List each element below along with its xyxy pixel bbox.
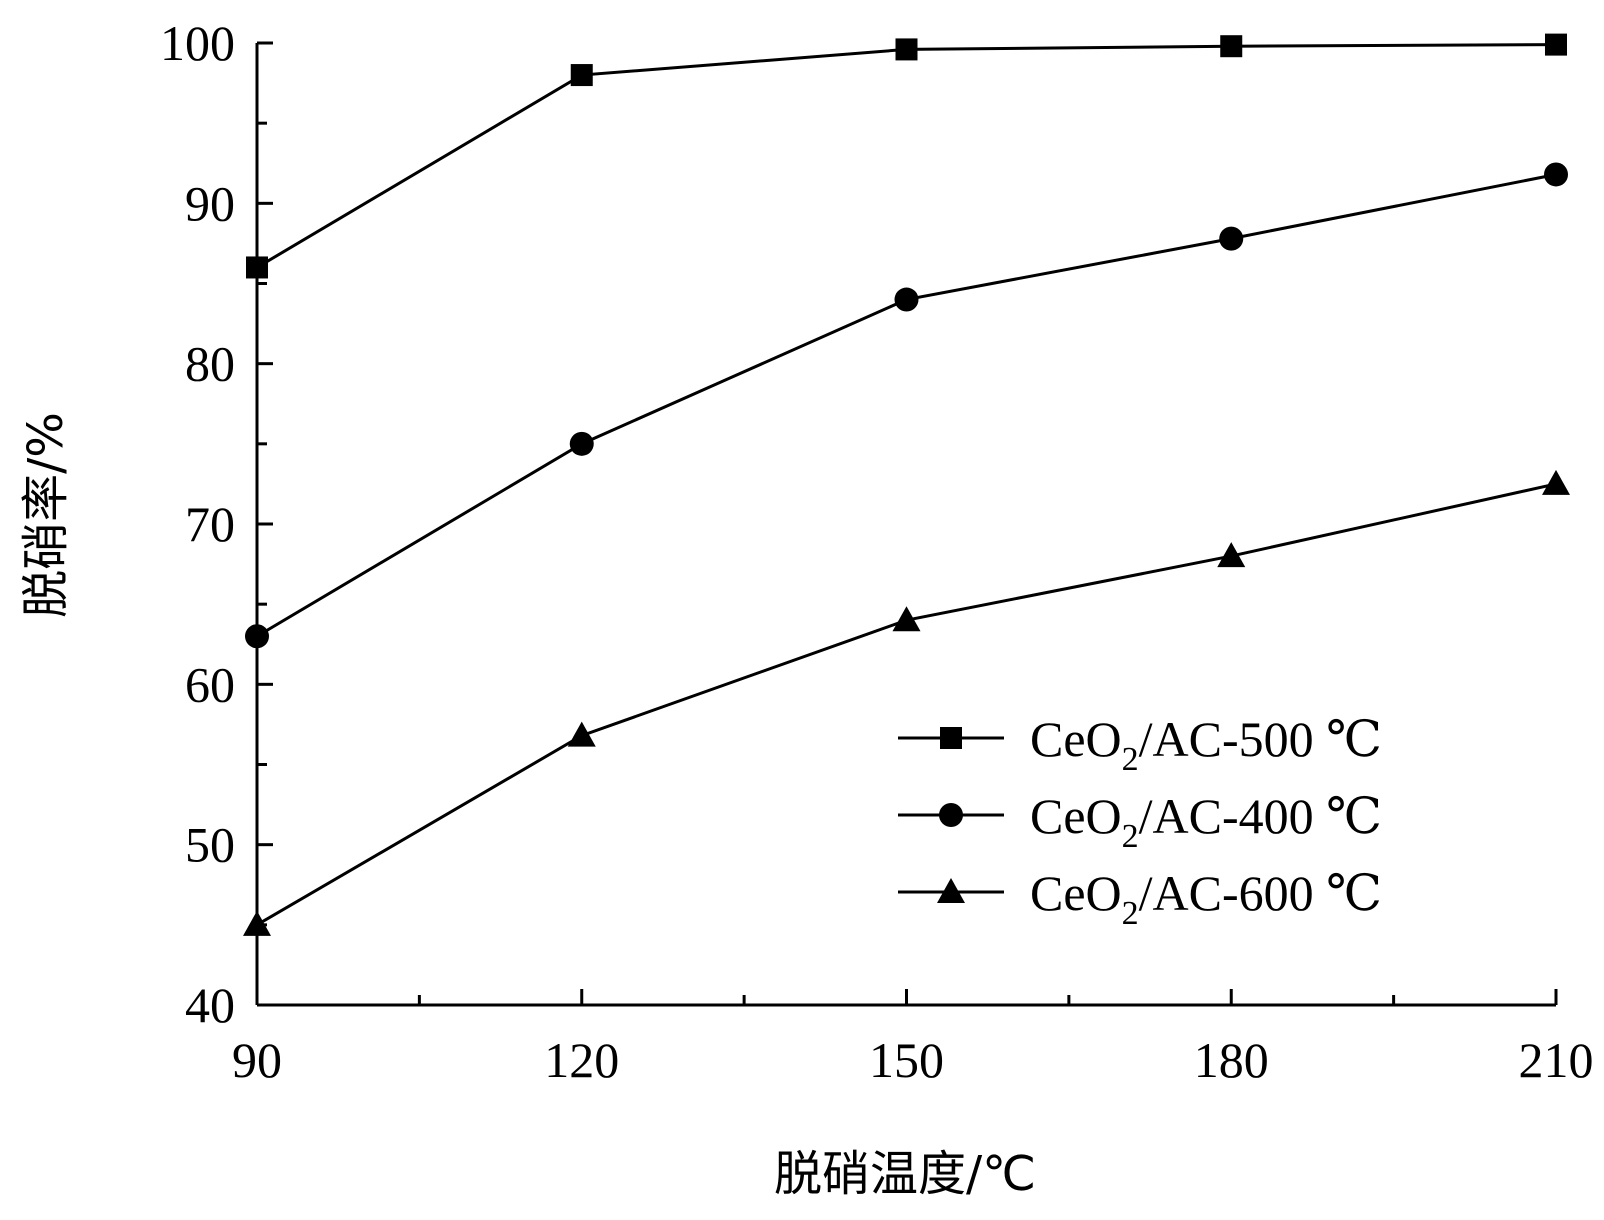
legend-marker-circle <box>939 803 963 827</box>
series-line-square <box>256 43 1557 269</box>
series-square <box>246 33 1567 279</box>
y-axis-ticks: 40 50 60 70 80 90 100 <box>160 15 273 1033</box>
legend-entry: CeO2/AC-600 ℃ <box>898 865 1382 932</box>
series-group <box>243 33 1570 936</box>
series-line-circle <box>256 173 1557 638</box>
legend-marker-square <box>940 727 962 749</box>
series-circle <box>245 162 1568 649</box>
data-point-square <box>570 64 593 87</box>
legend: CeO2/AC-500 ℃ CeO2/AC-400 ℃ CeO2/AC-600 ℃ <box>898 711 1382 932</box>
data-point-circle <box>1544 162 1568 187</box>
y-axis-title: 脱硝率/% <box>18 412 74 618</box>
data-point-square <box>1545 33 1567 56</box>
series-triangle <box>243 469 1570 936</box>
data-point-square <box>895 38 918 61</box>
data-point-triangle <box>1217 542 1246 568</box>
y-tick-label: 70 <box>185 496 235 552</box>
x-tick-label: 180 <box>1194 1032 1269 1088</box>
series-line-triangle <box>256 482 1557 927</box>
x-axis-title: 脱硝温度/℃ <box>774 1146 1036 1202</box>
x-tick-label: 210 <box>1519 1032 1594 1088</box>
x-tick-label: 120 <box>544 1032 619 1088</box>
data-point-circle <box>894 287 919 312</box>
legend-label: CeO2/AC-600 ℃ <box>1030 865 1382 932</box>
data-point-square <box>246 256 268 279</box>
legend-marker-triangle <box>937 878 965 903</box>
legend-label: CeO2/AC-400 ℃ <box>1030 788 1382 855</box>
axes <box>255 43 1556 1007</box>
data-point-square <box>1220 35 1243 58</box>
y-tick-label: 50 <box>185 817 235 873</box>
legend-label: CeO2/AC-500 ℃ <box>1030 711 1382 778</box>
y-tick-label: 90 <box>185 175 235 231</box>
data-point-circle <box>569 431 594 456</box>
data-point-triangle <box>1542 469 1570 495</box>
x-tick-label: 90 <box>232 1032 282 1088</box>
data-point-triangle <box>243 910 271 936</box>
legend-entry: CeO2/AC-400 ℃ <box>898 788 1382 855</box>
y-tick-label: 40 <box>185 977 235 1033</box>
x-tick-label: 150 <box>869 1032 944 1088</box>
data-point-circle <box>245 624 269 649</box>
data-point-circle <box>1219 226 1244 251</box>
y-tick-label: 80 <box>185 336 235 392</box>
x-axis-ticks: 90 120 150 180 210 <box>232 989 1594 1088</box>
y-tick-label: 100 <box>160 15 235 71</box>
data-point-triangle <box>892 606 921 632</box>
legend-entry: CeO2/AC-500 ℃ <box>898 711 1382 778</box>
y-tick-label: 60 <box>185 656 235 712</box>
data-point-triangle <box>567 721 596 747</box>
